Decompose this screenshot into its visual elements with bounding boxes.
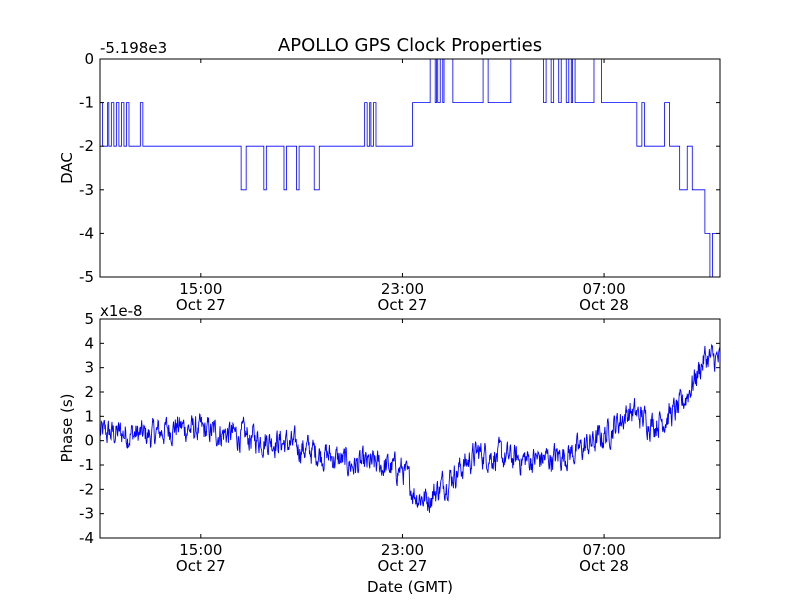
phase-x-tick-time: 15:00 [179,541,222,559]
phase-axes-frame [99,318,721,539]
phase-x-tick-date: Oct 27 [176,557,226,575]
dac-x-tick-date: Oct 28 [579,296,629,314]
dac-x-tick-time: 15:00 [179,280,222,298]
phase-axes: x1e-8 Phase (s) Date (GMT) 5 4 3 2 1 0 -1 -2 -3 -… [58,302,721,596]
phase-y-tick-label: -1 [79,456,94,474]
dac-y-tick-label: -4 [79,224,94,242]
dac-plot-area [100,59,720,277]
dac-offset-label: -5.198e3 [100,39,167,57]
dac-x-tick-date: Oct 27 [378,296,428,314]
phase-y-tick-label: 1 [84,407,94,425]
dac-y-axis-label: DAC [58,152,76,184]
phase-plot-area [100,319,720,538]
phase-y-tick-label: 0 [84,432,94,450]
phase-y-tick-label: 2 [84,383,94,401]
phase-y-tick-label: 5 [84,310,94,328]
phase-y-tick-label: -3 [79,505,94,523]
x-axis-label: Date (GMT) [367,578,453,596]
phase-y-tick-label: -2 [79,480,94,498]
dac-series-line [100,59,720,277]
phase-y-tick-label: 3 [84,359,94,377]
phase-y-tick-label: 4 [84,334,94,352]
dac-x-tick-date: Oct 27 [176,296,226,314]
dac-x-tick-time: 07:00 [582,280,625,298]
phase-y-tick-label: -4 [79,529,94,547]
phase-x-tick-time: 07:00 [582,541,625,559]
dac-axes-frame [99,58,721,278]
phase-offset-label: x1e-8 [100,302,143,320]
phase-x-tick-date: Oct 27 [378,557,428,575]
dac-y-tick-label: -5 [79,268,94,286]
dac-y-tick-label: -1 [79,94,94,112]
phase-x-tick-date: Oct 28 [579,557,629,575]
dac-y-tick-label: -2 [79,137,94,155]
phase-x-tick-time: 23:00 [381,541,424,559]
chart-title: APOLLO GPS Clock Properties [278,35,542,56]
phase-y-axis-label: Phase (s) [58,393,76,462]
phase-series-line [100,343,720,513]
dac-x-tick-time: 23:00 [381,280,424,298]
dac-y-tick-label: -3 [79,181,94,199]
dac-y-tick-label: 0 [84,50,94,68]
